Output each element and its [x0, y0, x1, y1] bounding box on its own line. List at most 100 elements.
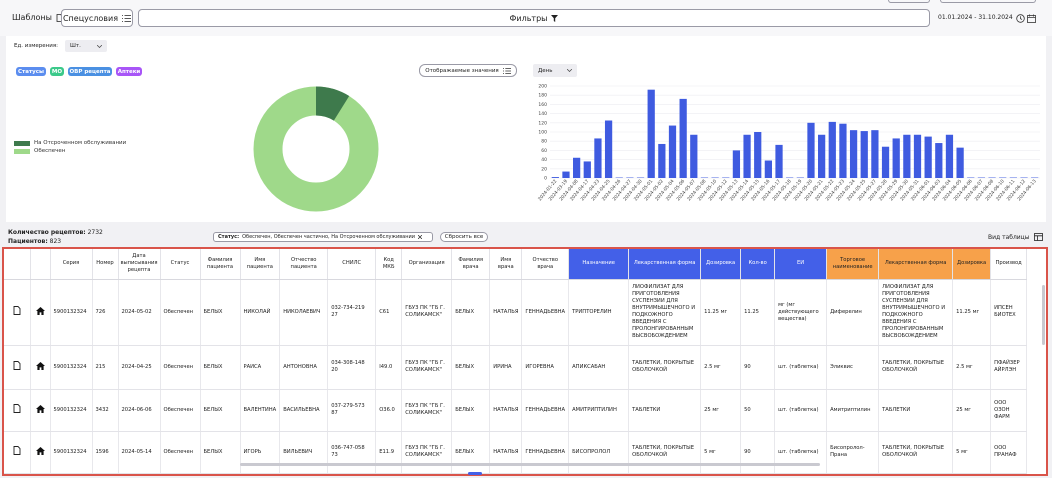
document-cell[interactable]	[4, 279, 31, 346]
column-header[interactable]: Отчество врача	[521, 249, 570, 280]
special-conditions-button[interactable]: Спецусловия	[61, 9, 133, 27]
table-horizontal-scrollbar[interactable]	[240, 463, 820, 466]
column-header[interactable]: СНИЛС	[327, 249, 377, 280]
document-cell[interactable]	[4, 431, 31, 474]
table-view-button[interactable]: Вид таблицы	[988, 233, 1043, 241]
bar[interactable]	[849, 130, 858, 178]
table-row[interactable]: 5900132324 3432 2024-06-06 Обеспечен БЕЛЫХ ВА…	[4, 389, 1028, 432]
filters-button[interactable]: Фильтры	[138, 9, 930, 27]
bar[interactable]	[945, 134, 954, 178]
home-cell[interactable]	[30, 389, 51, 432]
column-header[interactable]: Лекарственная форма	[878, 249, 954, 280]
period-select[interactable]: День	[533, 64, 577, 77]
bar[interactable]	[573, 157, 581, 178]
home-icon[interactable]	[35, 404, 45, 413]
bar[interactable]	[732, 150, 741, 178]
filter-tag[interactable]: МО	[50, 67, 64, 76]
bar[interactable]	[754, 132, 762, 178]
bar[interactable]	[764, 160, 772, 178]
document-icon[interactable]	[13, 404, 21, 413]
column-header[interactable]: Дата выписывания рецепта	[118, 249, 161, 280]
clock-icon[interactable]	[1016, 14, 1025, 23]
column-header[interactable]: Дозировка	[952, 249, 992, 280]
column-header[interactable]: Фамилия врача	[451, 249, 491, 280]
hidden-toolbar-button[interactable]	[888, 0, 930, 3]
bar[interactable]	[743, 134, 751, 178]
column-header[interactable]: Организация	[401, 249, 453, 280]
bar[interactable]	[892, 138, 900, 178]
bar[interactable]	[690, 134, 698, 178]
bar[interactable]	[924, 136, 932, 178]
bar[interactable]	[818, 134, 826, 178]
unit-select[interactable]: Шт.	[65, 40, 107, 52]
bar[interactable]	[594, 138, 602, 178]
bar[interactable]	[583, 161, 591, 178]
column-header[interactable]: Фамилия пациента	[200, 249, 241, 280]
filter-tag[interactable]: ОВР рецепта	[68, 67, 112, 76]
bar[interactable]	[647, 89, 655, 178]
home-cell[interactable]	[30, 279, 51, 346]
table-cell: ТАБЛЕТКИ, ПОКРЫТЫЕ ОБОЛОЧКОЙ	[878, 345, 954, 390]
bar[interactable]	[562, 171, 570, 178]
column-header[interactable]: Номер	[92, 249, 119, 280]
home-icon[interactable]	[35, 306, 45, 315]
column-header[interactable]: Имя врача	[489, 249, 523, 280]
home-cell[interactable]	[30, 431, 51, 474]
bar[interactable]	[839, 123, 847, 178]
table-row[interactable]: 5900132324 726 2024-05-02 Обеспечен БЕЛЫХ НИК…	[4, 279, 1028, 346]
column-header[interactable]: Производ	[990, 249, 1028, 280]
table-vertical-scrollbar[interactable]	[1042, 285, 1045, 345]
bar[interactable]	[658, 143, 666, 178]
bar[interactable]	[679, 98, 687, 178]
bar[interactable]	[668, 125, 677, 178]
table-cell: ГБУЗ ПК "ГБ Г. СОЛИКАМСК"	[401, 279, 453, 346]
table-cell: БЕЛЫХ	[451, 279, 491, 346]
bar[interactable]	[860, 131, 868, 178]
close-icon[interactable]	[418, 235, 423, 239]
column-header[interactable]: Имя пациента	[240, 249, 281, 280]
calendar-icon[interactable]	[1027, 14, 1036, 23]
hidden-toolbar-button-2[interactable]	[940, 0, 1036, 3]
document-cell[interactable]	[4, 345, 31, 390]
bar[interactable]	[956, 147, 964, 178]
home-icon[interactable]	[35, 446, 45, 455]
column-header[interactable]: Торговое наименование	[826, 249, 880, 280]
filter-tag[interactable]: Статусы	[16, 67, 46, 76]
reset-all-button[interactable]: Сбросить все	[440, 232, 488, 242]
column-header[interactable]: Статус	[160, 249, 201, 280]
document-icon[interactable]	[13, 306, 21, 315]
column-header[interactable]: Дозировка	[700, 249, 742, 280]
bar[interactable]	[807, 122, 815, 178]
bar[interactable]	[604, 120, 613, 179]
templates-button[interactable]: Шаблоны	[12, 13, 63, 22]
table-row[interactable]: 5900132324 215 2024-04-25 Обеспечен БЕЛЫХ РАИ…	[4, 345, 1028, 390]
column-header[interactable]: Назначение	[568, 249, 630, 280]
bar[interactable]	[903, 134, 911, 178]
date-range-picker[interactable]: 01.01.2024 - 31.10.2024	[938, 14, 1013, 21]
display-values-button[interactable]: Отображаемые значения	[419, 64, 517, 77]
column-header[interactable]: Лекарственная форма	[628, 249, 702, 280]
bar[interactable]	[551, 177, 559, 178]
bar[interactable]	[935, 143, 943, 178]
document-cell[interactable]	[4, 389, 31, 432]
column-header[interactable]: Серия	[50, 249, 93, 280]
bar[interactable]	[881, 146, 890, 178]
pagination-indicator[interactable]	[468, 472, 482, 475]
column-header[interactable]: Код МКБ	[375, 249, 403, 280]
bar[interactable]	[913, 134, 922, 178]
status-filter-chip[interactable]: Статус: Обеспечен, Обеспечен частично, Н…	[213, 232, 433, 242]
column-header[interactable]: ЕИ	[774, 249, 828, 280]
column-header[interactable]: Кол-во	[740, 249, 776, 280]
bar[interactable]	[775, 144, 783, 178]
home-icon[interactable]	[35, 361, 45, 370]
bar[interactable]	[828, 121, 836, 178]
home-cell[interactable]	[30, 345, 51, 390]
document-icon[interactable]	[13, 446, 21, 455]
table-cell: НИКОЛАЙ	[240, 279, 281, 346]
filter-tag[interactable]: Аптеки	[116, 67, 142, 76]
column-header[interactable]: Отчество пациента	[279, 249, 329, 280]
bar[interactable]	[871, 130, 879, 178]
table-row[interactable]: 5900132324 1596 2024-05-14 Обеспечен БЕЛЫХ ИГ…	[4, 431, 1028, 474]
document-icon[interactable]	[13, 361, 21, 370]
table-cell: ТАБЛЕТКИ, ПОКРЫТЫЕ ОБОЛОЧКОЙ	[878, 431, 954, 474]
